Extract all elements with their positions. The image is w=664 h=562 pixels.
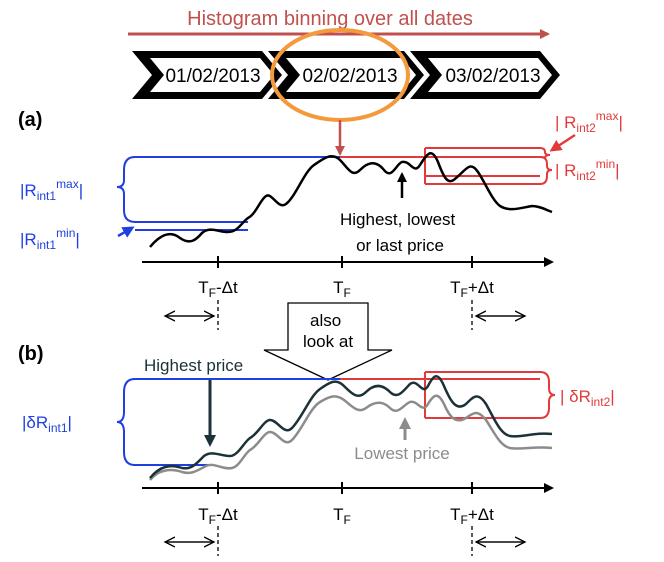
tick-label-b-minus: TF-Δt: [198, 505, 238, 527]
bracket-r-int2-min: [539, 156, 553, 185]
interval-1-lines-b: [135, 378, 340, 466]
arrow-r-int2-max: [549, 133, 576, 152]
highest-price-label: Highest price: [144, 356, 243, 375]
date-chevron-1-inner: [150, 58, 274, 92]
label-d-r-int1: |δRint1|: [22, 413, 72, 435]
axis-ticks-b: [217, 482, 473, 494]
bracket-d-r-int2: [539, 371, 556, 419]
transition-arrow: [263, 302, 393, 381]
interval-1-lines-a: [135, 156, 340, 231]
label-r-int2-min: | Rint2min|: [555, 157, 620, 183]
panel-a-label: (a): [18, 109, 42, 131]
bracket-r-int1-max: [116, 156, 136, 223]
date-label-2: 02/02/2013: [302, 66, 397, 87]
axis-ticks-a: [217, 256, 473, 268]
tick-label-a-center: TF: [333, 278, 351, 300]
arrow-r-int1-min: [117, 226, 135, 238]
date-label-1: 01/02/2013: [165, 66, 260, 87]
date-label-3: 03/02/2013: [445, 66, 540, 87]
label-r-int1-max: |Rint1max|: [20, 177, 83, 203]
annotation-a: Highest, lowest or last price: [340, 210, 460, 255]
tick-label-b-center: TF: [333, 505, 351, 527]
date-chevrons: 01/02/2013 02/02/2013 03/02/2013: [132, 51, 560, 99]
label-r-int2-max: | Rint2max|: [555, 109, 623, 135]
label-d-r-int2: | δRint2|: [560, 387, 615, 409]
tick-label-b-plus: TF+Δt: [450, 505, 494, 527]
panel-b-label: (b): [18, 343, 44, 365]
tick-label-a-minus: TF-Δt: [198, 278, 238, 300]
transition-text: also look at: [303, 311, 353, 351]
interval-2-lines-a: [340, 147, 540, 185]
date-chevron-3-inner: [428, 58, 552, 92]
price-curve-a: [149, 152, 553, 248]
delta-t-markers-a: [165, 300, 525, 330]
label-r-int1-min: |Rint1min|: [20, 226, 80, 252]
bracket-d-r-int1: [116, 378, 136, 466]
highest-price-curve: [149, 375, 553, 479]
lowest-price-label: Lowest price: [354, 444, 449, 463]
date-chevron-2-inner: [286, 58, 416, 92]
tick-label-a-plus: TF+Δt: [450, 278, 494, 300]
banner-title: Histogram binning over all dates: [187, 8, 473, 30]
lowest-price-curve: [149, 394, 553, 481]
delta-t-markers-b: [165, 526, 525, 556]
